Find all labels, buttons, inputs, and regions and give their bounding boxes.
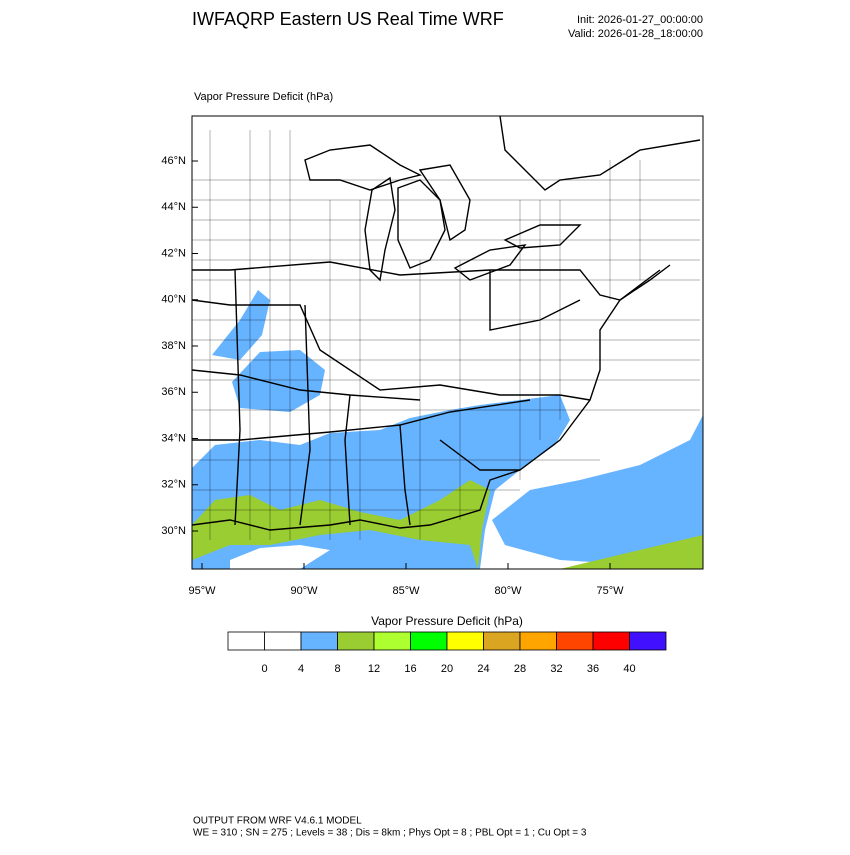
lon-label: 80°W — [494, 585, 522, 597]
colorbar-label: 8 — [334, 663, 340, 675]
lat-label: 42°N — [161, 247, 186, 259]
map-frame — [191, 115, 704, 570]
colorbar-box — [373, 631, 411, 651]
lat-label: 36°N — [161, 386, 186, 398]
colorbar-box — [337, 631, 375, 651]
colorbar-box — [519, 631, 557, 651]
lat-label: 34°N — [161, 432, 186, 444]
lon-label: 85°W — [392, 585, 420, 597]
colorbar-label: 0 — [261, 663, 267, 675]
lat-label: 46°N — [161, 155, 186, 167]
gulf-gap — [230, 545, 330, 569]
blue-region — [212, 290, 270, 360]
init-time: Init: 2026-01-27_00:00:00 — [577, 14, 703, 26]
footer-line: WE = 310 ; SN = 275 ; Levels = 38 ; Dis … — [193, 828, 587, 839]
colorbar-box — [483, 631, 521, 651]
lon-label: 90°W — [290, 585, 318, 597]
colorbar-box — [556, 631, 594, 651]
ocean-blue — [492, 415, 703, 569]
colorbar-label: 20 — [441, 663, 453, 675]
lon-label: 95°W — [188, 585, 216, 597]
blue-region — [232, 350, 325, 412]
title: IWFAQRP Eastern US Real Time WRF — [192, 9, 504, 29]
colorbar-label: 36 — [587, 663, 599, 675]
colorbar-label: 24 — [477, 663, 489, 675]
map-subtitle: Vapor Pressure Deficit (hPa) — [194, 91, 333, 103]
colorbar-box — [264, 631, 302, 651]
colorbar-title: Vapor Pressure Deficit (hPa) — [371, 614, 523, 628]
colorbar-label: 32 — [550, 663, 562, 675]
green-region — [560, 535, 703, 569]
colorbar-label: 4 — [298, 663, 304, 675]
colorbar-box — [410, 631, 448, 651]
map-ticks: 46°N 44°N 42°N 40°N 38°N 36°N 34°N 32°N 30°N 95°W… — [161, 155, 624, 597]
valid-time: Valid: 2026-01-28_18:00:00 — [568, 28, 703, 40]
lat-label: 32°N — [161, 479, 186, 491]
colorbar-label: 16 — [404, 663, 416, 675]
colorbar-box — [592, 631, 630, 651]
colorbar-box — [629, 631, 667, 651]
green-region — [192, 480, 490, 569]
county-lines — [192, 130, 700, 540]
colorbar-box — [446, 631, 484, 651]
lat-label: 38°N — [161, 340, 186, 352]
colorbar-box — [227, 631, 265, 651]
colorbar: 0 4 8 12 16 20 24 28 32 36 40 — [227, 631, 667, 675]
colorbar-label: 12 — [368, 663, 380, 675]
lat-label: 40°N — [161, 294, 186, 306]
map: 46°N 44°N 42°N 40°N 38°N 36°N 34°N 32°N 30°N 95°W… — [161, 115, 704, 597]
map-fields — [192, 290, 703, 569]
colorbar-label: 40 — [623, 663, 635, 675]
lat-label: 30°N — [161, 525, 186, 537]
lon-label: 75°W — [596, 585, 624, 597]
lat-label: 44°N — [161, 201, 186, 213]
footer-line: OUTPUT FROM WRF V4.6.1 MODEL — [193, 816, 362, 827]
colorbar-box — [300, 631, 338, 651]
colorbar-label: 28 — [514, 663, 526, 675]
